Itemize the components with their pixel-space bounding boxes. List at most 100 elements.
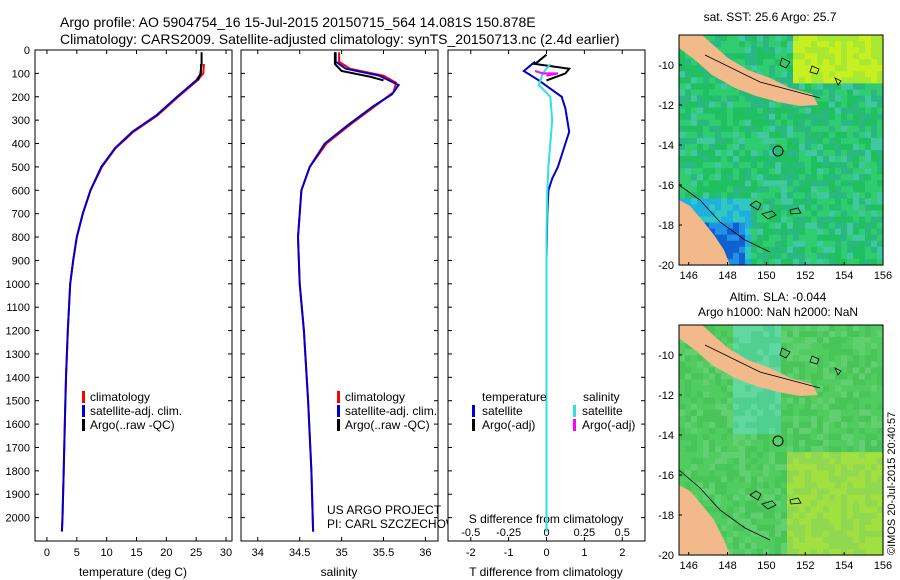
map-cell	[775, 494, 782, 502]
map-cell	[739, 548, 746, 556]
map-cell	[679, 137, 686, 145]
map-cell	[781, 228, 788, 236]
map-cell	[829, 385, 836, 393]
map-cell	[859, 379, 866, 387]
map-cell	[829, 156, 836, 163]
depth-tick-label: 1900	[6, 489, 30, 501]
map-cell	[703, 216, 710, 224]
map-cell	[751, 512, 758, 520]
map-cell	[847, 83, 854, 91]
map-cell	[829, 331, 836, 338]
map-cell	[805, 59, 812, 66]
map-cell	[829, 204, 836, 212]
map-cell	[829, 77, 836, 85]
map-cell	[859, 337, 866, 344]
map-cell	[877, 385, 884, 393]
map-latitude-label: -18	[658, 220, 674, 232]
map-cell	[721, 186, 728, 193]
map-cell	[715, 506, 722, 514]
map-cell	[829, 542, 836, 550]
map-cell	[853, 162, 860, 169]
map-cell	[727, 385, 734, 393]
map-cell	[745, 458, 752, 465]
island-outlines	[779, 347, 842, 376]
map-cell	[745, 506, 752, 514]
map-cell	[823, 343, 830, 350]
map-cell	[685, 131, 692, 139]
map-cell	[811, 506, 818, 514]
map-cell	[775, 119, 782, 127]
map-cell	[853, 65, 860, 72]
map-cell	[775, 228, 782, 236]
map-cell	[841, 53, 848, 60]
map-cell	[739, 476, 746, 483]
map-cell	[871, 343, 878, 350]
map-cell	[847, 234, 854, 242]
map-cell	[751, 41, 758, 48]
map-cell	[781, 446, 788, 453]
map-cell	[763, 391, 770, 399]
map-cell	[727, 234, 734, 242]
map-cell	[709, 150, 716, 157]
map-cell	[823, 174, 830, 181]
map-cell	[817, 506, 824, 514]
map-cell	[865, 433, 872, 441]
map-cell	[787, 198, 794, 206]
map-cell	[697, 409, 704, 417]
map-cell	[733, 174, 740, 181]
map-cell	[871, 228, 878, 236]
map-cell	[811, 482, 818, 490]
map-cell	[871, 89, 878, 97]
map-cell	[871, 440, 878, 447]
map-cell	[841, 150, 848, 157]
map-cell	[739, 542, 746, 550]
map-cell	[757, 337, 764, 344]
map-cell	[715, 186, 722, 193]
map-cell	[757, 536, 764, 544]
map-cell	[733, 349, 740, 356]
map-cell	[841, 542, 848, 550]
map-cell	[823, 204, 830, 212]
map-cell	[739, 500, 746, 508]
map-cell	[721, 500, 728, 508]
map-cell	[799, 107, 806, 115]
map-cell	[859, 361, 866, 368]
map-cell	[691, 391, 698, 399]
map-cell	[787, 210, 794, 218]
map-cell	[715, 433, 722, 441]
map-cell	[859, 180, 866, 187]
map-cell	[763, 464, 770, 471]
map-cell	[859, 89, 866, 97]
map-cell	[751, 65, 758, 72]
map-cell	[865, 204, 872, 212]
map-cell	[847, 47, 854, 54]
map-cell	[847, 210, 854, 218]
map-cell	[721, 337, 728, 344]
map-cell	[811, 41, 818, 48]
map-cell	[727, 433, 734, 441]
map-cell	[853, 500, 860, 508]
map-cell	[739, 180, 746, 187]
map-cell	[679, 65, 686, 72]
map-cell	[877, 403, 884, 411]
map-cell	[721, 162, 728, 169]
map-cell	[781, 488, 788, 496]
map-cell	[721, 476, 728, 483]
map-cell	[799, 174, 806, 181]
map-cell	[805, 482, 812, 490]
map-cell	[841, 337, 848, 344]
map-cell	[751, 506, 758, 514]
map-cell	[823, 476, 830, 483]
map-cell	[805, 524, 812, 532]
map-cell	[709, 131, 716, 139]
map-cell	[709, 156, 716, 163]
map-cell	[679, 373, 686, 381]
legend-label-s-satellite: satellite	[582, 404, 623, 418]
map-cell	[859, 512, 866, 520]
map-cell	[733, 180, 740, 187]
map-cell	[841, 488, 848, 496]
map-cell	[799, 403, 806, 411]
map-cell	[787, 137, 794, 145]
map-cell	[691, 119, 698, 127]
map-cell	[727, 409, 734, 417]
